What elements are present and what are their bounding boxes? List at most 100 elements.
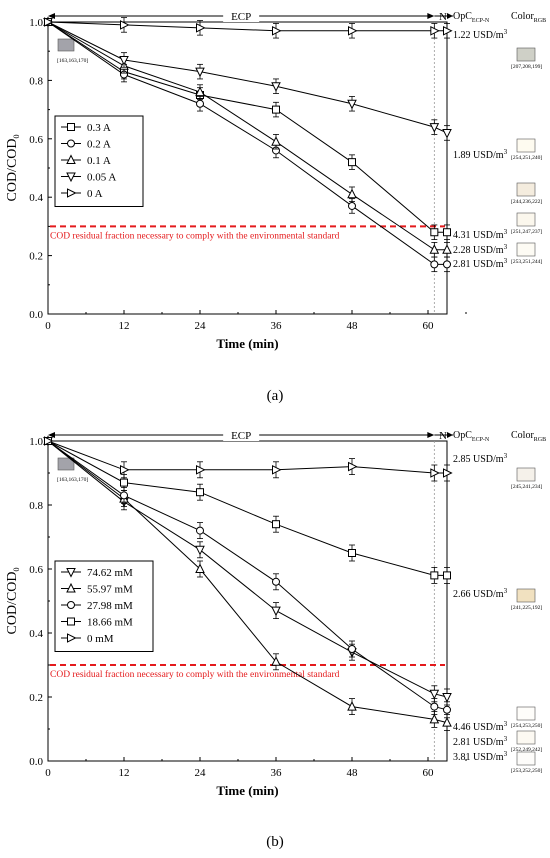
color-swatch [516,751,536,766]
opc-header: OpCECP-N [453,430,490,443]
color-swatch [516,212,536,227]
data-point [430,260,439,269]
ecp-label: ECP [231,11,251,23]
color-swatch-label: [253,252,250] [511,768,542,774]
x-tick-label: 0 [45,767,51,779]
opc-header: OpCECP-N [453,11,490,24]
data-point [44,17,54,27]
data-point [196,526,204,535]
x-tick-label: 60 [423,767,435,779]
data-point [442,128,452,139]
threshold-label: COD residual fraction necessary to compl… [50,669,340,680]
color-swatch [516,182,536,197]
x-tick-label: 24 [195,320,207,332]
n-label: N [439,11,447,23]
series-0-mm [44,436,453,482]
color-swatch-label: [251,247,237] [511,229,542,235]
cost-label: 4.46 USD/m3 [453,720,508,733]
color-swatch [516,138,536,153]
color-swatch [516,47,536,62]
cost-label: 3.81 USD/m3 [453,750,508,763]
n-arrow-head [447,13,453,19]
y-axis-label: COD/COD0 [5,567,21,634]
data-point [272,520,280,529]
data-point [271,82,281,92]
data-point [430,228,439,237]
color-swatch-label: [252,249,242] [511,747,542,753]
legend-label: 27.98 mM [87,600,133,612]
cost-label: 1.89 USD/m3 [453,148,508,161]
data-point [348,645,356,653]
legend-marker [67,633,77,643]
ecp-arrow-right-head [427,13,435,19]
legend-marker [67,139,75,148]
cost-label: 2.81 USD/m3 [453,257,508,270]
data-point [443,468,453,478]
data-point [120,478,128,487]
data-point [429,123,440,133]
data-point [196,464,206,475]
legend-label: 0.2 A [87,139,111,151]
data-point [348,25,358,36]
data-point [347,99,357,110]
data-point [430,25,440,36]
initial-color-swatch [57,38,75,52]
y-axis-label: COD/COD0 [5,134,21,201]
data-point [119,55,129,66]
color-swatch-label: [253,251,244] [511,259,542,265]
y-tick-label: 0.2 [29,692,43,704]
series-0-a [44,17,453,39]
n-label: N [439,430,447,442]
data-point [347,700,357,711]
cost-label: 2.28 USD/m3 [453,243,508,256]
panel-caption: (b) [266,834,284,850]
y-tick-label: 0.0 [29,309,43,321]
cost-label: 2.81 USD/m3 [453,735,508,748]
x-tick-label: 24 [195,767,207,779]
y-tick-label: 0.8 [29,75,43,87]
series-27-98-mm [44,437,451,719]
y-tick-label: 1.0 [29,436,43,448]
data-point [196,23,206,33]
color-swatch-label: [244,236,222] [511,199,542,205]
legend-marker [66,154,76,164]
x-tick-label: 12 [119,767,130,779]
data-point [430,702,439,711]
series-line [47,440,447,474]
cost-label: 1.22 USD/m3 [453,28,508,41]
data-point [348,201,356,210]
data-point [442,716,452,727]
legend-marker [66,568,76,578]
legend: 74.62 mM 55.97 mM 27.98 mM 18.66 mM 0 mM [54,560,154,652]
data-point [272,464,282,475]
data-point [271,606,281,617]
data-point [271,656,281,666]
legend-label: 18.66 mM [87,617,133,629]
initial-swatch-label: [163,163,170] [57,477,88,483]
legend-label: 0.3 A [87,122,111,134]
initial-swatch-label: [163,163,170] [57,58,88,64]
data-point [348,549,356,557]
legend-label: 0 A [87,188,103,200]
ecp-label: ECP [231,430,251,442]
color-swatch-label: [254,253,250] [511,723,542,729]
data-point [195,563,205,573]
legend-marker [67,123,75,131]
ecp-label-bg [223,8,260,22]
data-point [195,545,205,556]
y-tick-label: 0.8 [29,500,43,512]
x-tick-label: 60 [423,320,435,332]
data-point [120,464,130,475]
threshold-label: COD residual fraction necessary to compl… [50,230,340,241]
legend: 0.3 A 0.2 A 0.1 A 0.05 A 0 A [54,115,144,207]
color-swatch [516,242,536,257]
legend-marker [66,172,76,183]
legend-label: 0 mM [87,633,114,645]
legend-marker [67,601,75,609]
color-swatch [516,467,536,482]
color-swatch-label: [254,251,240] [511,155,542,161]
x-tick-label: 36 [271,767,283,779]
ecp-arrow-right-head [427,432,435,438]
data-point [443,228,451,237]
